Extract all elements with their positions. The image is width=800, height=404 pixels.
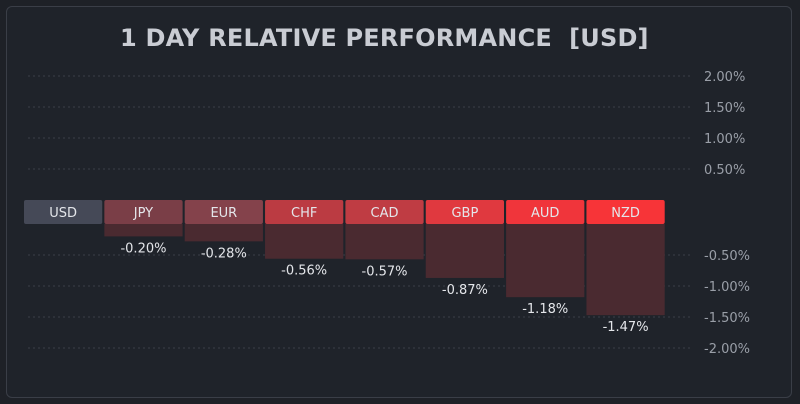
category-cell (506, 200, 585, 224)
chart-title: 1 DAY RELATIVE PERFORMANCE [USD] (120, 24, 649, 52)
category-label: CAD (371, 206, 399, 221)
bar (506, 224, 585, 298)
data-label: -0.57% (362, 264, 408, 279)
data-label: -0.28% (201, 246, 247, 261)
category-cell (265, 200, 344, 224)
category-cell (425, 200, 504, 224)
y-tick-label: -1.50% (704, 311, 750, 326)
category-label: EUR (210, 206, 237, 221)
y-tick-label: -2.00% (704, 342, 750, 357)
bar (184, 224, 263, 242)
category-label: USD (49, 206, 77, 221)
category-label: AUD (531, 206, 559, 221)
category-cell (104, 200, 183, 224)
category-cell (184, 200, 263, 224)
category-cell (345, 200, 424, 224)
y-tick-label: -0.50% (704, 249, 750, 264)
category-label: JPY (133, 206, 153, 221)
bar (425, 224, 504, 278)
category-cell (24, 200, 103, 224)
y-tick-label: 1.00% (704, 132, 745, 147)
category-cell (586, 200, 665, 224)
bar (586, 224, 665, 316)
bar (104, 224, 183, 237)
bar (265, 224, 344, 259)
category-label: GBP (451, 206, 478, 221)
data-label: -0.20% (120, 241, 166, 256)
data-label: -1.47% (603, 320, 649, 335)
data-label: -0.87% (442, 283, 488, 298)
bar (345, 224, 424, 260)
data-label: -1.18% (522, 302, 568, 317)
y-tick-label: 0.50% (704, 163, 745, 178)
category-label: CHF (291, 206, 317, 221)
y-tick-label: -1.00% (704, 280, 750, 295)
data-label: -0.56% (281, 264, 327, 279)
category-label: NZD (611, 206, 640, 221)
y-tick-label: 2.00% (704, 70, 745, 85)
y-tick-label: 1.50% (704, 101, 745, 116)
